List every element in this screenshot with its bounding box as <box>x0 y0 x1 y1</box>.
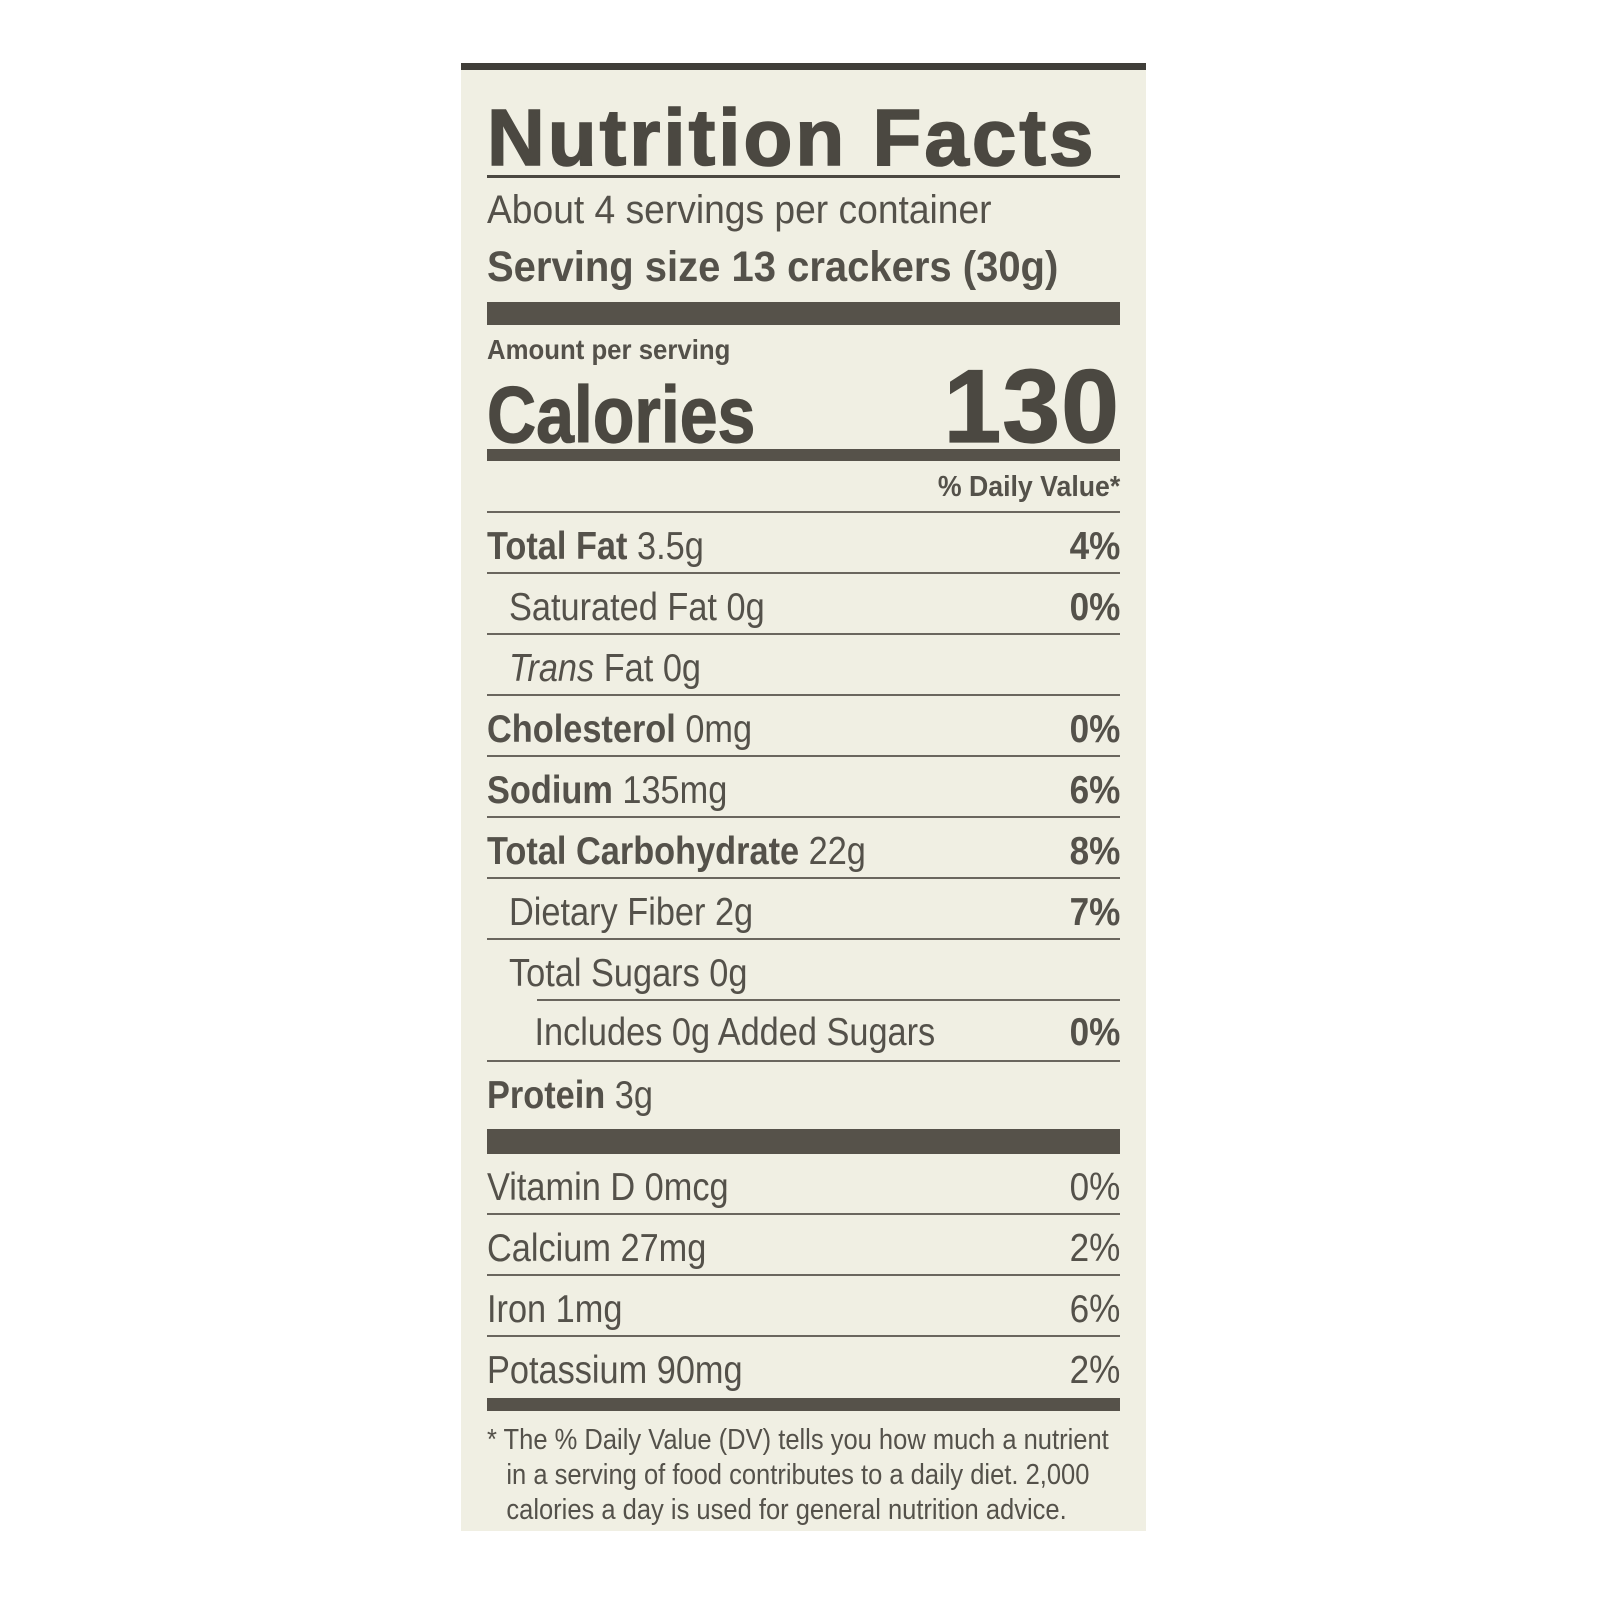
nutrient-row-protein: Protein 3g <box>487 1060 1120 1121</box>
daily-value-total-carbohydrate: 8% <box>1069 830 1120 873</box>
nutrient-row-cholesterol: Cholesterol 0mg 0% <box>487 694 1120 755</box>
serving-size: Serving size 13 crackers (30g) <box>487 235 1120 293</box>
daily-value-saturated-fat: 0% <box>1069 586 1120 629</box>
nutrient-row-total-fat: Total Fat 3.5g 4% <box>487 511 1120 572</box>
nutrient-row-saturated-fat: Saturated Fat 0g 0% <box>487 572 1120 633</box>
servings-per-container: About 4 servings per container <box>487 178 1120 235</box>
thick-separator-bar-vitamins <box>487 1129 1120 1154</box>
daily-value-dietary-fiber: 7% <box>1069 891 1120 934</box>
daily-value-iron: 6% <box>1069 1288 1120 1331</box>
nutrition-facts-title: Nutrition Facts <box>486 70 1120 178</box>
calories-row: Calories 130 <box>486 349 1120 465</box>
amount-per-serving-label: Amount per serving <box>487 334 731 365</box>
vitamin-row-iron: Iron 1mg 6% <box>487 1276 1120 1337</box>
footnote-text: * The % Daily Value (DV) tells you how m… <box>487 1424 1109 1526</box>
nutrient-row-trans-fat: Trans Fat 0g <box>487 633 1120 694</box>
daily-value-added-sugars: 0% <box>1069 1011 1120 1054</box>
vitamin-row-vitamin-d: Vitamin D 0mcg 0% <box>487 1154 1120 1215</box>
calories-label: Calories <box>486 370 756 459</box>
daily-value-vitamin-d: 0% <box>1069 1166 1120 1209</box>
medium-separator-bar-calories <box>487 449 1120 461</box>
nutrient-row-dietary-fiber: Dietary Fiber 2g 7% <box>487 877 1120 938</box>
daily-value-potassium: 2% <box>1069 1349 1120 1392</box>
vitamins-section: Vitamin D 0mcg 0% Calcium 27mg 2% Iron 1… <box>487 1154 1120 1398</box>
nutrient-row-sodium: Sodium 135mg 6% <box>487 755 1120 816</box>
daily-value-total-fat: 4% <box>1069 525 1120 568</box>
thick-separator-bar-top <box>487 302 1120 325</box>
vitamin-row-potassium: Potassium 90mg 2% <box>487 1349 1120 1392</box>
nutrition-label-panel: Nutrition Facts About 4 servings per con… <box>461 63 1146 1531</box>
daily-value-header: % Daily Value* <box>937 471 1120 503</box>
vitamin-row-calcium: Calcium 27mg 2% <box>487 1215 1120 1276</box>
nutrient-row-total-sugars: Total Sugars 0g <box>487 938 1120 999</box>
daily-value-sodium: 6% <box>1069 769 1120 812</box>
nutrient-row-total-carbohydrate: Total Carbohydrate 22g 8% <box>487 816 1120 877</box>
calories-value: 130 <box>943 349 1120 465</box>
nutrient-row-added-sugars: Includes 0g Added Sugars 0% <box>487 999 1120 1060</box>
servings-per-container-text: About 4 servings per container <box>487 188 992 232</box>
medium-separator-bar-footnote <box>487 1398 1120 1411</box>
serving-size-text: Serving size 13 crackers (30g) <box>487 243 1059 291</box>
daily-value-cholesterol: 0% <box>1069 708 1120 751</box>
daily-value-calcium: 2% <box>1069 1227 1120 1270</box>
